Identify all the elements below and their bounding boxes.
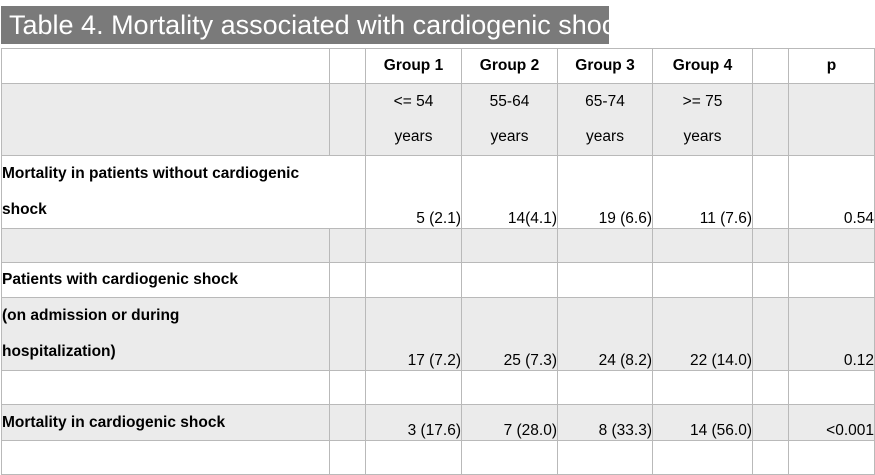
- age-unit: years: [586, 128, 624, 145]
- age-group-3: 65-74 years: [557, 83, 653, 156]
- header-empty-cell: [1, 48, 330, 84]
- row-label: (on admission or during hospitalization): [1, 297, 330, 371]
- spacer-cell: [329, 297, 366, 371]
- empty-cell: [788, 83, 875, 156]
- value-group-1: 3 (17.6): [365, 404, 462, 441]
- age-unit: years: [394, 128, 433, 145]
- row-label-line: (on admission or during: [2, 307, 180, 324]
- empty-row: [1, 440, 875, 475]
- spacer-cell: [329, 83, 366, 156]
- p-value: 0.54: [788, 155, 875, 229]
- mortality-in-shock-row: Mortality in cardiogenic shock 3 (17.6) …: [1, 404, 875, 441]
- empty-row: [1, 228, 875, 263]
- p-value: 0.12: [788, 297, 875, 371]
- age-range: 55-64: [489, 93, 530, 110]
- row-label: Mortality in patients without cardiogeni…: [1, 155, 366, 229]
- age-range: >= 75: [682, 93, 723, 110]
- row-label-line: hospitalization): [2, 343, 116, 360]
- age-range-row: <= 54 years 55-64 years 65-74 years >= 7…: [1, 83, 875, 156]
- value-group-4: 11 (7.6): [652, 155, 753, 229]
- row-label: Patients with cardiogenic shock: [1, 262, 330, 298]
- spacer-cell: [752, 297, 789, 371]
- patients-with-shock-row: Patients with cardiogenic shock: [1, 262, 875, 298]
- header-spacer-cell: [752, 48, 789, 84]
- value-group-3: 8 (33.3): [557, 404, 653, 441]
- spacer-cell: [329, 404, 366, 441]
- row-label-line: Mortality in patients without cardiogeni…: [2, 165, 300, 182]
- age-unit: years: [490, 128, 529, 145]
- header-p: p: [788, 48, 875, 84]
- header-group-1: Group 1: [365, 48, 462, 84]
- p-value: <0.001: [788, 404, 875, 441]
- header-group-4: Group 4: [652, 48, 753, 84]
- row-label-line: shock: [2, 201, 47, 218]
- value-group-3: 19 (6.6): [557, 155, 653, 229]
- value-group-2: 14(4.1): [461, 155, 558, 229]
- mortality-without-shock-row: Mortality in patients without cardiogeni…: [1, 155, 875, 229]
- header-group-3: Group 3: [557, 48, 653, 84]
- value-group-2: 25 (7.3): [461, 297, 558, 371]
- value-group-3: 24 (8.2): [557, 297, 653, 371]
- row-label: Mortality in cardiogenic shock: [1, 404, 330, 441]
- value-group-2: 7 (28.0): [461, 404, 558, 441]
- spacer-cell: [752, 404, 789, 441]
- age-group-4: >= 75 years: [652, 83, 753, 156]
- age-group-1: <= 54 years: [365, 83, 462, 156]
- spacer-cell: [752, 83, 789, 156]
- age-unit: years: [683, 128, 722, 145]
- age-range: <= 54: [393, 93, 434, 110]
- value-group-4: 14 (56.0): [652, 404, 753, 441]
- admission-row: (on admission or during hospitalization)…: [1, 297, 875, 371]
- header-group-2: Group 2: [461, 48, 558, 84]
- value-group-1: 5 (2.1): [365, 155, 462, 229]
- header-spacer-cell: [329, 48, 366, 84]
- value-group-4: 22 (14.0): [652, 297, 753, 371]
- table-title: Table 4. Mortality associated with cardi…: [1, 6, 629, 44]
- empty-row: [1, 370, 875, 405]
- header-row: Group 1 Group 2 Group 3 Group 4 p: [1, 48, 875, 84]
- age-range: 65-74: [585, 93, 625, 110]
- empty-cell: [1, 83, 330, 156]
- age-group-2: 55-64 years: [461, 83, 558, 156]
- mortality-table: Group 1 Group 2 Group 3 Group 4 p <= 54 …: [1, 48, 875, 475]
- value-group-1: 17 (7.2): [365, 297, 462, 371]
- spacer-cell: [752, 155, 789, 229]
